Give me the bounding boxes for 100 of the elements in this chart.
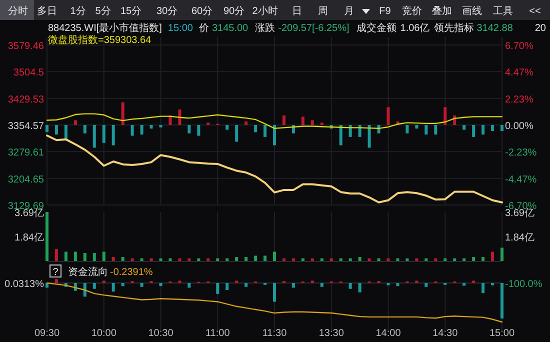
bar <box>140 258 144 261</box>
bar <box>377 258 380 261</box>
text: 15分 <box>120 5 142 17</box>
bar <box>273 125 276 146</box>
bar <box>386 107 390 125</box>
text: 30分 <box>156 5 178 17</box>
x-tick-label: 10:00 <box>91 328 117 339</box>
bar <box>264 125 267 137</box>
bar <box>339 258 342 261</box>
bar <box>500 248 504 261</box>
bar <box>282 258 286 261</box>
y-tick-label: 3429.53 <box>8 94 44 106</box>
bar <box>54 249 58 261</box>
bar <box>130 258 134 261</box>
text: 周 <box>318 6 328 17</box>
bar <box>197 258 200 261</box>
bar <box>168 258 172 261</box>
text: 叠加 <box>432 5 452 17</box>
bar <box>482 257 485 261</box>
bar <box>121 257 124 261</box>
bar <box>415 125 418 129</box>
bar <box>301 116 304 125</box>
bar <box>121 102 124 125</box>
line-series <box>46 113 503 130</box>
text: 多日 <box>37 5 57 17</box>
y2-tick-label: 0.00% <box>505 121 534 132</box>
bar <box>83 125 86 134</box>
y2-tick-label: 4.47% <box>505 68 534 79</box>
bar <box>434 258 438 261</box>
bar <box>54 125 58 135</box>
bar <box>434 125 438 135</box>
bar <box>368 125 371 148</box>
bar <box>348 258 352 261</box>
y-tick-label: 3504.5 <box>13 68 44 79</box>
text: 15:00 <box>168 23 194 34</box>
y-tick-label: 3204.65 <box>8 174 44 186</box>
text: 竞价 <box>402 5 422 17</box>
y2-tick-label: -2.23% <box>505 148 537 159</box>
bar <box>46 125 48 132</box>
x-tick-label: 11:30 <box>262 328 288 339</box>
bar <box>102 252 106 261</box>
x-tick-label: 14:30 <box>432 328 458 339</box>
bar <box>339 125 342 146</box>
bar <box>235 257 238 261</box>
bar <box>310 258 314 261</box>
bar <box>188 258 191 261</box>
bar <box>453 258 456 261</box>
bar <box>310 120 314 125</box>
text: 画线 <box>462 5 482 17</box>
bar <box>472 125 476 137</box>
bar <box>92 125 96 148</box>
bar <box>358 257 362 261</box>
bar <box>368 258 371 261</box>
text: -0.2391% <box>110 267 153 278</box>
bar <box>301 258 304 261</box>
y2-tick-label: 2.23% <box>505 94 534 106</box>
text: 2小时 <box>252 5 278 17</box>
x-tick-label: 11:00 <box>205 328 230 339</box>
y-tick-label: 3354.57 <box>8 121 44 132</box>
bar <box>206 258 210 261</box>
bar <box>282 115 286 125</box>
text: 1.06亿 <box>400 23 430 34</box>
bar <box>216 258 220 261</box>
bar <box>64 252 68 261</box>
bar <box>320 258 324 261</box>
y-tick-label: 3579.46 <box>8 41 44 52</box>
x-tick-label: 15:00 <box>489 328 515 339</box>
text: 日 <box>292 6 302 17</box>
x-tick-label: 13:30 <box>318 328 344 339</box>
x-tick-label: 14:00 <box>376 328 402 339</box>
bar <box>150 258 153 261</box>
bar <box>188 125 191 134</box>
bar <box>226 125 229 130</box>
bar <box>159 258 162 261</box>
text: 资金流向 <box>68 266 108 278</box>
text: 成交金额 <box>356 22 396 34</box>
bar <box>254 125 258 132</box>
text: F9 <box>379 6 392 17</box>
text: 20 <box>534 23 546 34</box>
text: 90分 <box>223 5 245 17</box>
bar <box>472 257 476 261</box>
bar <box>235 125 238 142</box>
bar <box>226 258 229 261</box>
text: 分时 <box>8 5 28 17</box>
bar <box>74 252 77 261</box>
bar <box>406 258 409 261</box>
annotation: 微盘股指数=359303.64 <box>48 34 152 46</box>
y2-tick-label: 6.70% <box>505 41 534 52</box>
help-icon: ? <box>50 264 62 278</box>
bar <box>491 252 494 261</box>
bar <box>424 125 428 135</box>
text: 60分 <box>191 5 213 17</box>
text: 价 <box>198 22 209 34</box>
bar <box>92 253 96 261</box>
bar <box>112 125 115 146</box>
bar <box>330 258 333 261</box>
bar <box>406 125 409 134</box>
bar <box>415 258 418 261</box>
text: 月 <box>344 6 354 17</box>
text: 1分 <box>70 5 86 17</box>
